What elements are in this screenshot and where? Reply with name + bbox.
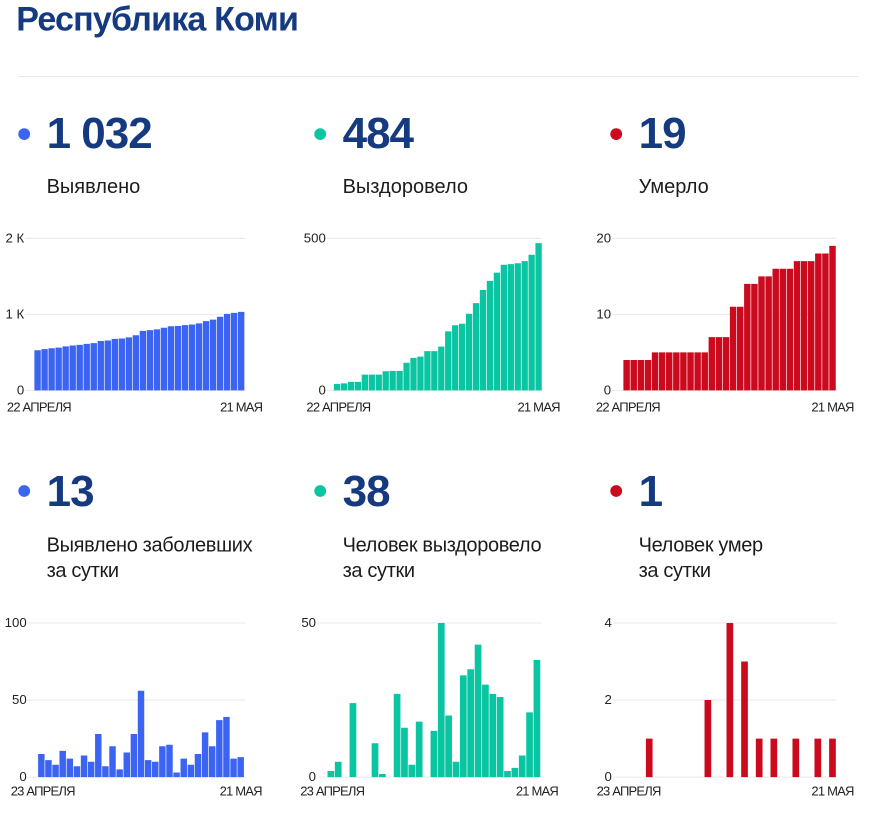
svg-text:484: 484	[343, 109, 415, 158]
svg-text:0: 0	[19, 769, 26, 784]
svg-text:за сутки: за сутки	[47, 560, 119, 582]
svg-text:23 АПРЕЛЯ: 23 АПРЕЛЯ	[300, 784, 364, 799]
svg-text:0: 0	[605, 769, 612, 784]
svg-text:1 032: 1 032	[47, 109, 152, 158]
svg-text:50: 50	[12, 692, 27, 707]
svg-text:21 МАЯ: 21 МАЯ	[220, 784, 263, 799]
svg-text:20: 20	[596, 230, 611, 245]
svg-text:21 МАЯ: 21 МАЯ	[220, 400, 263, 415]
svg-text:Умерло: Умерло	[639, 176, 709, 198]
svg-text:за сутки: за сутки	[343, 560, 415, 582]
svg-text:21 МАЯ: 21 МАЯ	[516, 784, 559, 799]
svg-text:0: 0	[318, 383, 325, 398]
svg-text:10: 10	[596, 306, 611, 321]
svg-text:22 АПРЕЛЯ: 22 АПРЕЛЯ	[306, 400, 370, 415]
svg-text:23 АПРЕЛЯ: 23 АПРЕЛЯ	[11, 784, 75, 799]
svg-text:22 АПРЕЛЯ: 22 АПРЕЛЯ	[7, 400, 71, 415]
svg-text:0: 0	[309, 769, 316, 784]
svg-text:21 МАЯ: 21 МАЯ	[518, 400, 561, 415]
svg-text:за сутки: за сутки	[639, 560, 711, 582]
svg-text:500: 500	[304, 230, 326, 245]
svg-text:22 АПРЕЛЯ: 22 АПРЕЛЯ	[596, 400, 660, 415]
svg-text:4: 4	[605, 615, 612, 630]
svg-text:21 МАЯ: 21 МАЯ	[811, 400, 854, 415]
svg-text:Выявлено заболевших: Выявлено заболевших	[47, 535, 253, 557]
svg-text:Человек умер: Человек умер	[639, 535, 763, 557]
svg-text:2: 2	[605, 692, 612, 707]
svg-text:Выявлено: Выявлено	[47, 176, 141, 198]
svg-text:19: 19	[639, 109, 686, 158]
svg-text:100: 100	[5, 615, 27, 630]
svg-text:Выздоровело: Выздоровело	[343, 176, 468, 198]
svg-text:0: 0	[17, 383, 24, 398]
svg-text:2 К: 2 К	[6, 230, 25, 245]
svg-text:13: 13	[47, 467, 94, 516]
svg-text:Республика Коми: Республика Коми	[16, 1, 298, 39]
svg-text:23 АПРЕЛЯ: 23 АПРЕЛЯ	[597, 784, 661, 799]
svg-text:50: 50	[301, 615, 316, 630]
svg-text:1: 1	[639, 467, 663, 516]
svg-text:38: 38	[343, 467, 390, 516]
svg-text:21 МАЯ: 21 МАЯ	[811, 784, 854, 799]
svg-text:0: 0	[604, 383, 611, 398]
svg-text:Человек выздоровело: Человек выздоровело	[343, 535, 542, 557]
svg-text:1 К: 1 К	[6, 306, 25, 321]
